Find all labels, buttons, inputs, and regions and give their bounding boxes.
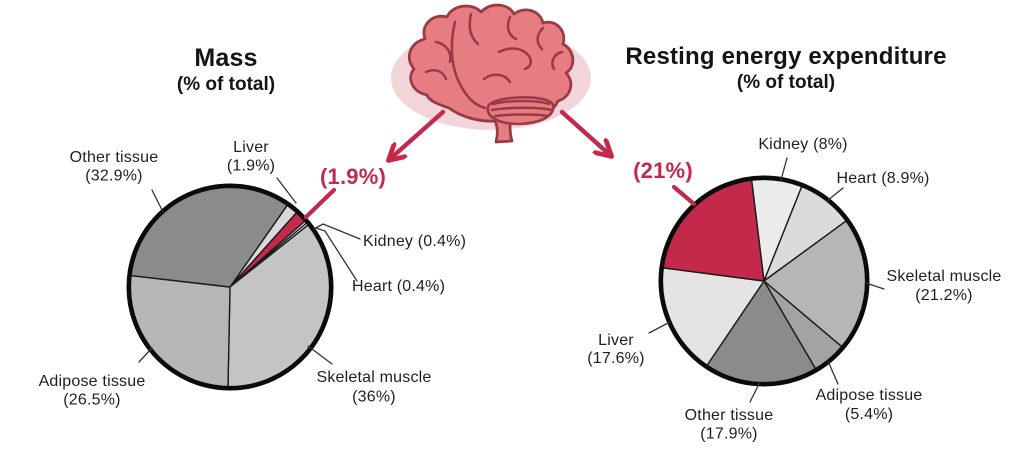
leader-line-kidney — [313, 223, 361, 240]
highlight-leader-line-brain — [303, 187, 337, 220]
ree-title-text: Resting energy expenditure — [625, 43, 947, 70]
leader-line-other-tissue — [151, 189, 164, 213]
ree-subtitle-text: (% of total) — [736, 71, 836, 93]
brain-icon — [407, 3, 575, 144]
slice-label-heart: Heart (8.9%) — [836, 170, 929, 187]
leader-line-adipose-tissue — [138, 347, 153, 363]
highlight-leader-line-brain — [671, 184, 697, 207]
pie-outline — [126, 183, 334, 391]
slice-label-skeletal-muscle: Skeletal muscle (36%) — [316, 369, 431, 406]
pie-chart-mass: Liver (1.9%) (1.9%) Kidney (0.4%) Heart (0.4… — [39, 139, 466, 409]
slice-label-liver: Liver (17.6%) — [587, 332, 644, 367]
slice-label-kidney: Kidney (8%) — [758, 136, 847, 153]
slice-label-other-tissue: Other tissue (17.9%) — [685, 407, 774, 443]
mass-title-text: Mass — [194, 44, 258, 72]
leader-line-skeletal-muscle — [307, 345, 333, 365]
brain-arrow-right — [559, 109, 610, 155]
slice-label-other-tissue: Other tissue (32.9%) — [70, 149, 159, 185]
pie-outline — [658, 175, 870, 387]
mass-subtitle-text: (% of total) — [176, 74, 276, 95]
slice-label-skeletal-muscle: Skeletal muscle (21.2%) — [886, 268, 1001, 304]
slice-label-liver: Liver (1.9%) — [227, 139, 275, 175]
leader-line-liver — [276, 177, 297, 204]
slice-label-adipose-tissue: Adipose tissue (5.4%) — [816, 387, 923, 423]
pie-slice-adipose-tissue — [129, 274, 231, 388]
brain-gyri-lines — [424, 12, 564, 118]
slice-label-brain: (21%) — [633, 158, 693, 183]
leader-line-heart — [315, 227, 358, 282]
pie-slice-brain — [662, 179, 765, 282]
brain-arrow-left — [390, 109, 446, 159]
leader-line-other-tissue — [749, 381, 761, 403]
leader-line-kidney — [780, 157, 788, 181]
slice-label-brain: (1.9%) — [320, 164, 386, 189]
leader-line-liver — [648, 321, 671, 334]
leader-line-skeletal-muscle — [865, 282, 885, 290]
slice-label-heart: Heart (0.4%) — [352, 278, 445, 295]
slice-label-kidney: Kidney (0.4%) — [363, 233, 466, 250]
leader-line-adipose-tissue — [827, 360, 839, 385]
ree-chart-title: Resting energy expenditure (% of total) — [606, 44, 966, 93]
slice-label-adipose-tissue: Adipose tissue (26.5%) — [39, 373, 146, 409]
leader-line-heart — [826, 187, 844, 202]
brain-cerebellum — [486, 96, 555, 126]
pie-chart-resting-energy: Kidney (8%) Heart (8.9%) Skeletal muscle (2… — [587, 136, 1001, 443]
mass-chart-title: Mass (% of total) — [106, 45, 346, 96]
